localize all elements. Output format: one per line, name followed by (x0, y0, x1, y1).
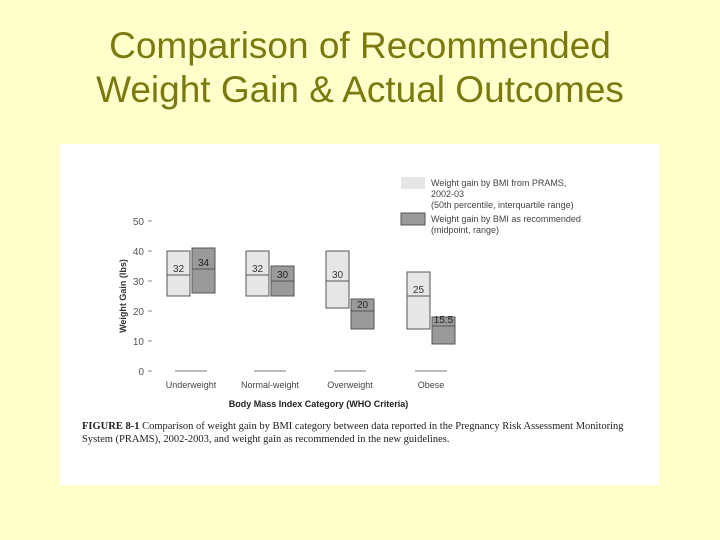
recommended-midpoint-label: 15.5 (434, 315, 454, 326)
legend-label-recommended: (midpoint, range) (431, 225, 499, 235)
legend-label-recommended: Weight gain by BMI as recommended (431, 214, 581, 224)
x-tick-label: Obese (418, 380, 445, 390)
prams-range-bar (166, 250, 191, 297)
y-tick-label: 0 (138, 367, 144, 378)
x-tick-label: Normal-weight (241, 380, 300, 390)
y-tick-label: 50 (133, 217, 145, 228)
recommended-range-bar (431, 316, 456, 345)
recommended-range-bar (191, 247, 216, 294)
recommended-midpoint-label: 34 (198, 258, 210, 269)
legend-label-prams: Weight gain by BMI from PRAMS, (431, 178, 566, 188)
slide-title-line-2: Weight Gain & Actual Outcomes (96, 69, 624, 110)
y-tick-label: 20 (133, 307, 145, 318)
legend-swatch-recommended (400, 212, 426, 226)
x-tick-label: Underweight (166, 380, 217, 390)
slide-title: Comparison of Recommended Weight Gain & … (0, 24, 720, 112)
recommended-midpoint-label: 30 (277, 270, 289, 281)
x-axis-label: Body Mass Index Category (WHO Criteria) (229, 399, 409, 409)
legend-label-prams: (50th percentile, interquartile range) (431, 200, 574, 210)
prams-range-bar (245, 250, 270, 297)
prams-median-label: 32 (252, 264, 264, 275)
y-tick-label: 30 (133, 277, 145, 288)
prams-range-bar (325, 250, 350, 309)
y-tick-label: 10 (133, 337, 145, 348)
figure-caption-label: FIGURE 8-1 (82, 421, 140, 432)
y-tick-label: 40 (133, 247, 145, 258)
figure-caption: FIGURE 8-1 Comparison of weight gain by … (82, 420, 627, 446)
prams-range-bar (406, 271, 431, 330)
slide-title-line-1: Comparison of Recommended (109, 25, 611, 66)
prams-median-label: 25 (413, 285, 425, 296)
figure-caption-text: Comparison of weight gain by BMI categor… (82, 421, 624, 445)
legend-label-prams: 2002-03 (431, 189, 464, 199)
prams-median-label: 32 (173, 264, 185, 275)
figure-panel: 0 10 20 30 40 50 Weight Gain (lbs) 32 34 Underwei… (60, 144, 659, 485)
legend-swatch-prams (401, 177, 425, 189)
recommended-midpoint-label: 20 (357, 300, 369, 311)
y-axis-label: Weight Gain (lbs) (118, 259, 128, 333)
weight-gain-chart: 0 10 20 30 40 50 Weight Gain (lbs) 32 34 Underwei… (118, 177, 581, 409)
x-tick-label: Overweight (327, 380, 373, 390)
recommended-range-bar (350, 298, 375, 330)
prams-median-label: 30 (332, 270, 344, 281)
